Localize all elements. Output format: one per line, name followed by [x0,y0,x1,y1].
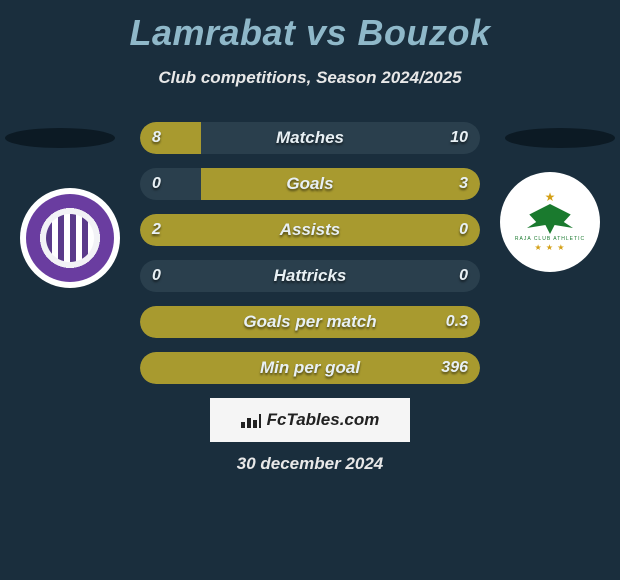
stat-value-right: 0 [459,260,468,292]
left-crest-shadow [5,128,115,148]
logo-text: FcTables.com [267,410,380,430]
bar-fill-left [140,122,201,154]
bar-fill [140,306,480,338]
stat-value-left: 0 [152,168,161,200]
stat-row: 0.3Goals per match [140,306,480,338]
date-label: 30 december 2024 [0,454,620,474]
bar-fill-right [201,168,480,200]
stats-bars: 810Matches03Goals20Assists00Hattricks0.3… [140,122,480,398]
bar-fill [140,214,480,246]
stat-value-left: 0 [152,260,161,292]
left-team-crest [20,188,120,288]
stat-label: Hattricks [140,260,480,292]
stat-row: 03Goals [140,168,480,200]
stat-row: 810Matches [140,122,480,154]
stat-row: 20Assists [140,214,480,246]
stat-value-right: 10 [450,122,468,154]
fctables-logo: FcTables.com [210,398,410,442]
bar-chart-icon [241,412,261,428]
stat-row: 0 0Hattricks [140,260,480,292]
subtitle: Club competitions, Season 2024/2025 [0,68,620,88]
right-crest-shadow [505,128,615,148]
stat-row: 396Min per goal [140,352,480,384]
right-team-crest: ★ RAJA CLUB ATHLETIC ★ ★ ★ [500,172,600,272]
bar-fill [140,352,480,384]
page-title: Lamrabat vs Bouzok [0,0,620,54]
